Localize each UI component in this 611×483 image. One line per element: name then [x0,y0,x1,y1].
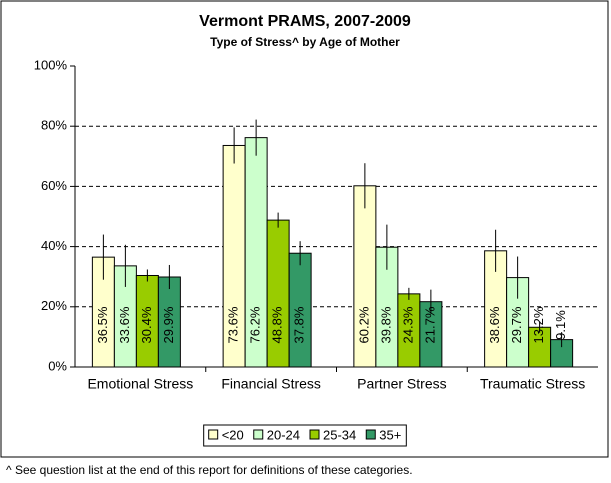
value-label: 30.4% [139,306,154,343]
y-tick-label: 40% [41,238,67,253]
x-tick-label: Financial Stress [221,376,321,392]
y-tick-label: 60% [41,178,67,193]
legend-swatch [309,429,320,440]
value-label: 29.9% [161,306,176,343]
value-label: 24.3% [400,306,415,343]
value-label: 13.2% [531,306,546,343]
value-label: 48.8% [270,306,285,343]
chart-frame [0,0,609,458]
chart-subtitle: Type of Stress^ by Age of Mother [210,35,400,49]
chart-title: Vermont PRAMS, 2007-2009 [199,13,411,30]
legend-label: 20-24 [267,427,300,442]
x-tick-label: Emotional Stress [87,376,193,392]
value-label: 37.8% [292,306,307,343]
legend-label: 25-34 [323,427,356,442]
y-tick-label: 20% [41,298,67,313]
y-tick-label: 100% [34,57,68,72]
legend-swatch [208,429,219,440]
value-label: 39.8% [378,306,393,343]
value-label: 21.7% [422,306,437,343]
y-tick-label: 80% [41,118,67,133]
legend-label: <20 [222,427,244,442]
value-label: 29.7% [509,306,524,343]
value-label: 60.2% [356,306,371,343]
legend-swatch [253,429,264,440]
bar [266,219,290,368]
value-label: 73.6% [226,306,241,343]
value-label: 33.6% [117,306,132,343]
footnote: ^ See question list at the end of this r… [6,463,413,477]
value-label: 76.2% [248,306,263,343]
value-label: 38.6% [487,306,502,343]
value-label: 36.5% [95,306,110,343]
legend-swatch [365,429,376,440]
x-tick-label: Traumatic Stress [480,376,585,392]
legend-label: 35+ [379,427,401,442]
legend: <20 20-24 25-34 35+ [203,424,407,447]
y-tick-label: 0% [48,358,67,373]
x-tick-label: Partner Stress [357,376,446,392]
value-label: 9.1% [553,310,568,340]
